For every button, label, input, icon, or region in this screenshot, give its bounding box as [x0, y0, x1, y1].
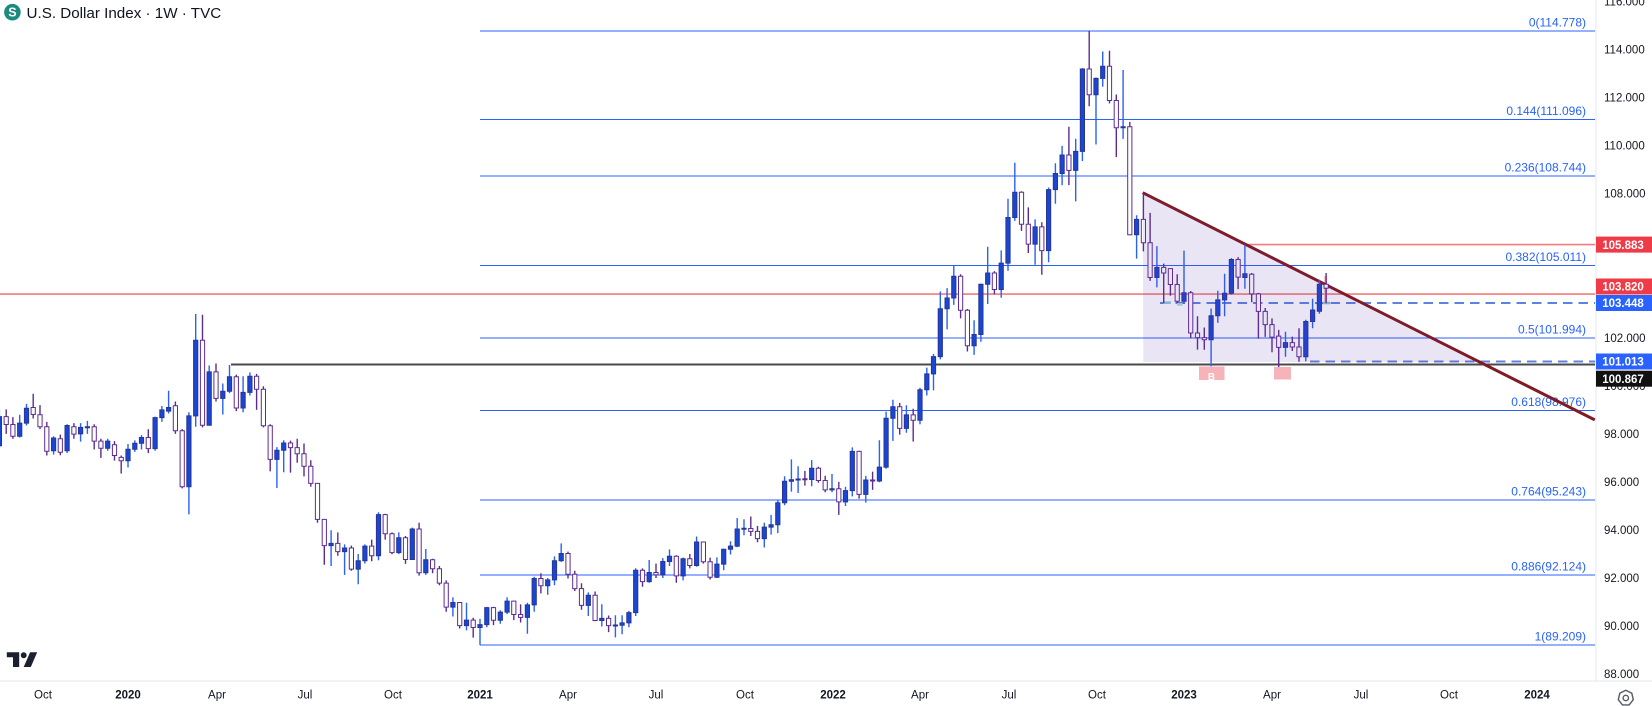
svg-text:2021: 2021	[467, 690, 493, 702]
svg-text:2020: 2020	[115, 690, 141, 702]
svg-text:Oct: Oct	[1440, 690, 1459, 702]
svg-text:Oct: Oct	[384, 690, 403, 702]
svg-text:Apr: Apr	[559, 690, 577, 702]
svg-text:B: B	[1208, 372, 1215, 383]
svg-text:Jul: Jul	[298, 690, 313, 702]
svg-text:0.764(95.243): 0.764(95.243)	[1511, 485, 1586, 499]
svg-text:112.000: 112.000	[1604, 93, 1645, 105]
svg-text:Oct: Oct	[736, 690, 755, 702]
svg-text:0(114.778): 0(114.778)	[1529, 15, 1586, 29]
svg-text:94.000: 94.000	[1604, 525, 1639, 537]
svg-text:88.000: 88.000	[1604, 669, 1639, 681]
svg-text:2024: 2024	[1524, 690, 1550, 702]
svg-text:Jul: Jul	[1354, 690, 1369, 702]
svg-text:Jul: Jul	[1002, 690, 1017, 702]
svg-text:108.000: 108.000	[1604, 189, 1646, 201]
svg-text:110.000: 110.000	[1604, 141, 1645, 153]
svg-text:0.886(92.124): 0.886(92.124)	[1511, 560, 1586, 574]
svg-text:101.013: 101.013	[1602, 357, 1644, 369]
svg-text:103.448: 103.448	[1602, 298, 1644, 310]
svg-text:0.144(111.096): 0.144(111.096)	[1506, 104, 1586, 118]
svg-text:0.5(101.994): 0.5(101.994)	[1518, 323, 1586, 337]
svg-text:103.820: 103.820	[1602, 282, 1644, 294]
svg-text:1(89.209): 1(89.209)	[1535, 630, 1586, 644]
svg-text:2023: 2023	[1171, 690, 1197, 702]
svg-text:Apr: Apr	[911, 690, 929, 702]
svg-text:2022: 2022	[820, 690, 846, 702]
svg-text:98.000: 98.000	[1604, 429, 1639, 441]
svg-text:Apr: Apr	[1263, 690, 1281, 702]
svg-text:0.236(108.744): 0.236(108.744)	[1505, 160, 1586, 174]
svg-text:Apr: Apr	[208, 690, 226, 702]
svg-text:114.000: 114.000	[1604, 45, 1645, 57]
svg-text:100.867: 100.867	[1602, 374, 1644, 386]
svg-text:116.000: 116.000	[1604, 0, 1645, 9]
svg-text:90.000: 90.000	[1604, 621, 1639, 633]
svg-text:U.S. Dollar Index · 1W · TVC: U.S. Dollar Index · 1W · TVC	[27, 5, 222, 22]
svg-text:105.883: 105.883	[1602, 240, 1644, 252]
svg-text:0.382(105.011): 0.382(105.011)	[1505, 250, 1586, 264]
svg-text:Jul: Jul	[649, 690, 664, 702]
svg-text:Oct: Oct	[34, 690, 53, 702]
svg-text:102.000: 102.000	[1604, 333, 1646, 345]
svg-text:92.000: 92.000	[1604, 573, 1639, 585]
svg-text:Oct: Oct	[1088, 690, 1107, 702]
svg-text:S: S	[8, 6, 16, 20]
svg-text:96.000: 96.000	[1604, 477, 1639, 489]
